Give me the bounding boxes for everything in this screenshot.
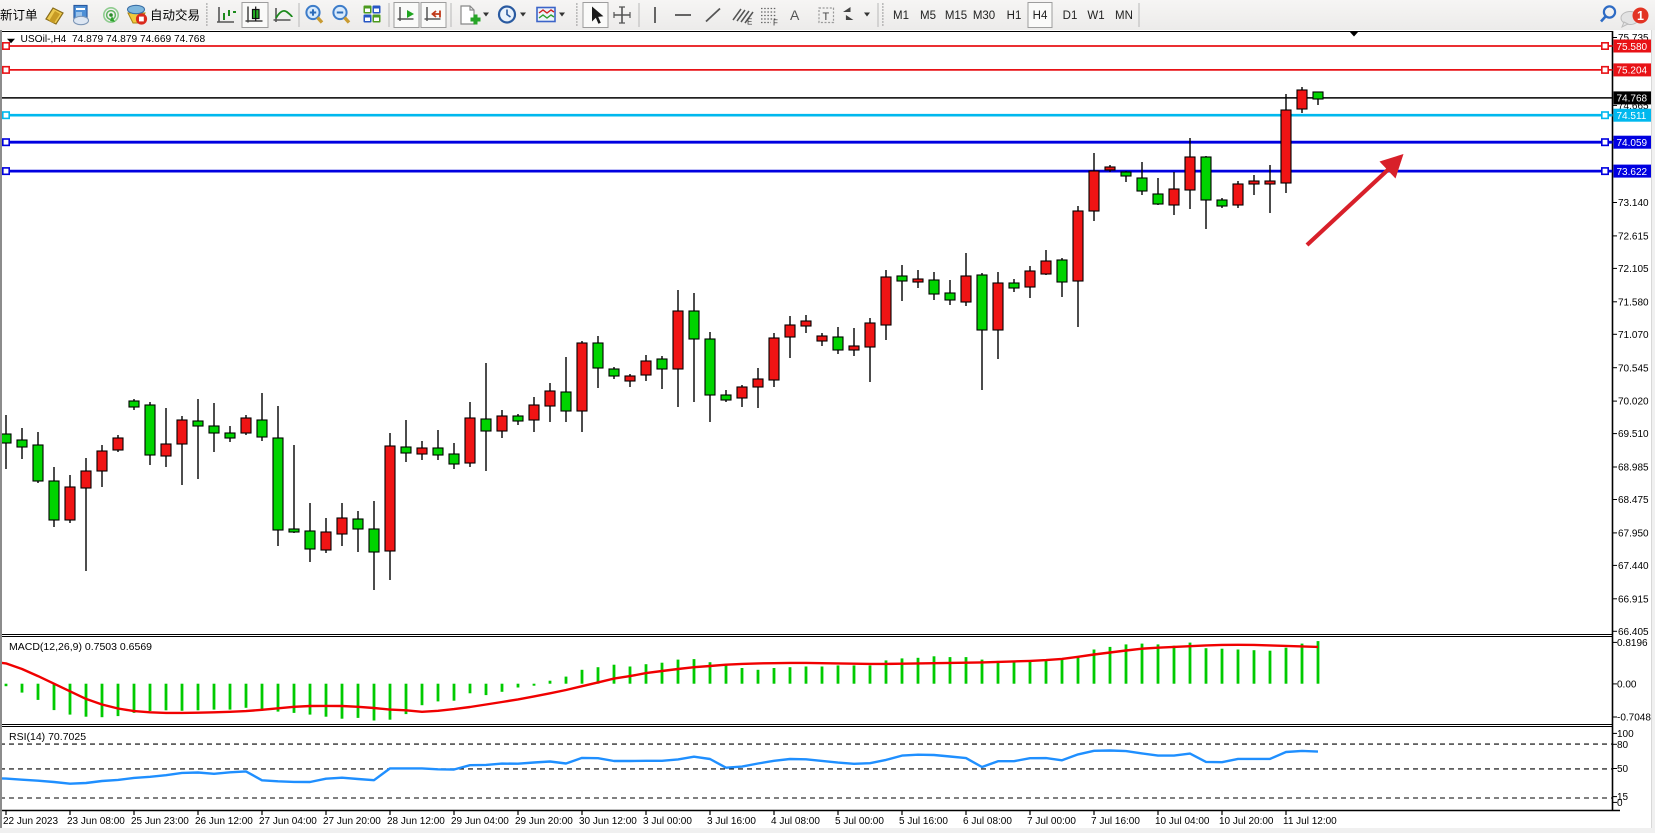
svg-text:M30: M30 bbox=[973, 10, 995, 22]
svg-text:H1: H1 bbox=[1007, 10, 1022, 22]
svg-text:26 Jun 12:00: 26 Jun 12:00 bbox=[195, 816, 253, 827]
svg-text:75.204: 75.204 bbox=[1617, 66, 1648, 77]
svg-text:3 Jul 16:00: 3 Jul 16:00 bbox=[707, 816, 756, 827]
svg-text:F: F bbox=[773, 19, 778, 28]
svg-text:A: A bbox=[790, 7, 800, 23]
svg-text:10 Jul 20:00: 10 Jul 20:00 bbox=[1219, 816, 1274, 827]
svg-text:73.622: 73.622 bbox=[1617, 167, 1648, 178]
svg-text:75.580: 75.580 bbox=[1617, 42, 1648, 53]
svg-text:E: E bbox=[747, 18, 752, 27]
svg-text:5 Jul 00:00: 5 Jul 00:00 bbox=[835, 816, 884, 827]
svg-text:1: 1 bbox=[1637, 9, 1644, 23]
svg-text:3 Jul 00:00: 3 Jul 00:00 bbox=[643, 816, 692, 827]
svg-text:22 Jun 2023: 22 Jun 2023 bbox=[3, 816, 58, 827]
svg-text:M1: M1 bbox=[893, 10, 909, 22]
svg-text:75.735: 75.735 bbox=[1618, 33, 1649, 44]
svg-text:69.510: 69.510 bbox=[1618, 429, 1649, 440]
svg-text:73.140: 73.140 bbox=[1618, 198, 1649, 209]
svg-text:M15: M15 bbox=[945, 10, 967, 22]
svg-text:72.615: 72.615 bbox=[1618, 232, 1649, 243]
svg-text:72.105: 72.105 bbox=[1618, 264, 1649, 275]
svg-text:74.059: 74.059 bbox=[1617, 138, 1648, 149]
svg-text:H4: H4 bbox=[1033, 10, 1048, 22]
svg-text:100: 100 bbox=[1617, 729, 1634, 740]
svg-text:5 Jul 16:00: 5 Jul 16:00 bbox=[899, 816, 948, 827]
svg-text:-0.7048: -0.7048 bbox=[1617, 713, 1651, 724]
svg-text:D1: D1 bbox=[1063, 10, 1078, 22]
svg-text:28 Jun 12:00: 28 Jun 12:00 bbox=[387, 816, 445, 827]
svg-text:11 Jul 12:00: 11 Jul 12:00 bbox=[1283, 816, 1337, 827]
svg-text:7 Jul 16:00: 7 Jul 16:00 bbox=[1091, 816, 1140, 827]
svg-text:71.070: 71.070 bbox=[1618, 330, 1649, 341]
svg-text:80: 80 bbox=[1617, 740, 1629, 751]
svg-text:新订单: 新订单 bbox=[0, 8, 38, 23]
svg-text:27 Jun 20:00: 27 Jun 20:00 bbox=[323, 816, 381, 827]
svg-text:70.545: 70.545 bbox=[1618, 363, 1649, 374]
svg-text:6 Jul 08:00: 6 Jul 08:00 bbox=[963, 816, 1012, 827]
svg-text:0.8196: 0.8196 bbox=[1617, 638, 1648, 649]
svg-text:0.00: 0.00 bbox=[1617, 680, 1637, 691]
svg-text:RSI(14) 70.7025: RSI(14) 70.7025 bbox=[9, 731, 86, 743]
svg-text:67.950: 67.950 bbox=[1618, 529, 1649, 540]
svg-text:MN: MN bbox=[1115, 10, 1133, 22]
svg-text:68.475: 68.475 bbox=[1618, 495, 1649, 506]
svg-text:4 Jul 08:00: 4 Jul 08:00 bbox=[771, 816, 820, 827]
svg-text:M5: M5 bbox=[920, 10, 936, 22]
svg-text:29 Jun 04:00: 29 Jun 04:00 bbox=[451, 816, 509, 827]
svg-text:MACD(12,26,9) 0.7503 0.6569: MACD(12,26,9) 0.7503 0.6569 bbox=[9, 641, 152, 653]
svg-text:66.915: 66.915 bbox=[1618, 594, 1649, 605]
svg-text:USOil-,H4 74.879 74.879 74.66: USOil-,H4 74.879 74.879 74.669 74.768 bbox=[21, 34, 206, 45]
svg-text:71.580: 71.580 bbox=[1618, 297, 1649, 308]
svg-text:74.768: 74.768 bbox=[1617, 94, 1648, 105]
svg-text:66.405: 66.405 bbox=[1618, 627, 1649, 638]
svg-text:29 Jun 20:00: 29 Jun 20:00 bbox=[515, 816, 573, 827]
svg-text:15: 15 bbox=[1617, 792, 1629, 803]
svg-text:T: T bbox=[823, 11, 830, 23]
svg-text:23 Jun 08:00: 23 Jun 08:00 bbox=[67, 816, 125, 827]
svg-text:67.440: 67.440 bbox=[1618, 561, 1649, 572]
svg-text:W1: W1 bbox=[1087, 10, 1104, 22]
svg-text:74.665: 74.665 bbox=[1618, 101, 1649, 112]
svg-text:30 Jun 12:00: 30 Jun 12:00 bbox=[579, 816, 637, 827]
svg-text:25 Jun 23:00: 25 Jun 23:00 bbox=[131, 816, 189, 827]
svg-text:68.985: 68.985 bbox=[1618, 463, 1649, 474]
svg-text:自动交易: 自动交易 bbox=[150, 8, 200, 23]
svg-text:10 Jul 04:00: 10 Jul 04:00 bbox=[1155, 816, 1210, 827]
svg-text:70.020: 70.020 bbox=[1618, 397, 1649, 408]
svg-text:50: 50 bbox=[1617, 764, 1629, 775]
svg-text:74.511: 74.511 bbox=[1617, 111, 1647, 122]
svg-text:0: 0 bbox=[1617, 798, 1623, 809]
svg-text:7 Jul 00:00: 7 Jul 00:00 bbox=[1027, 816, 1076, 827]
svg-text:27 Jun 04:00: 27 Jun 04:00 bbox=[259, 816, 317, 827]
